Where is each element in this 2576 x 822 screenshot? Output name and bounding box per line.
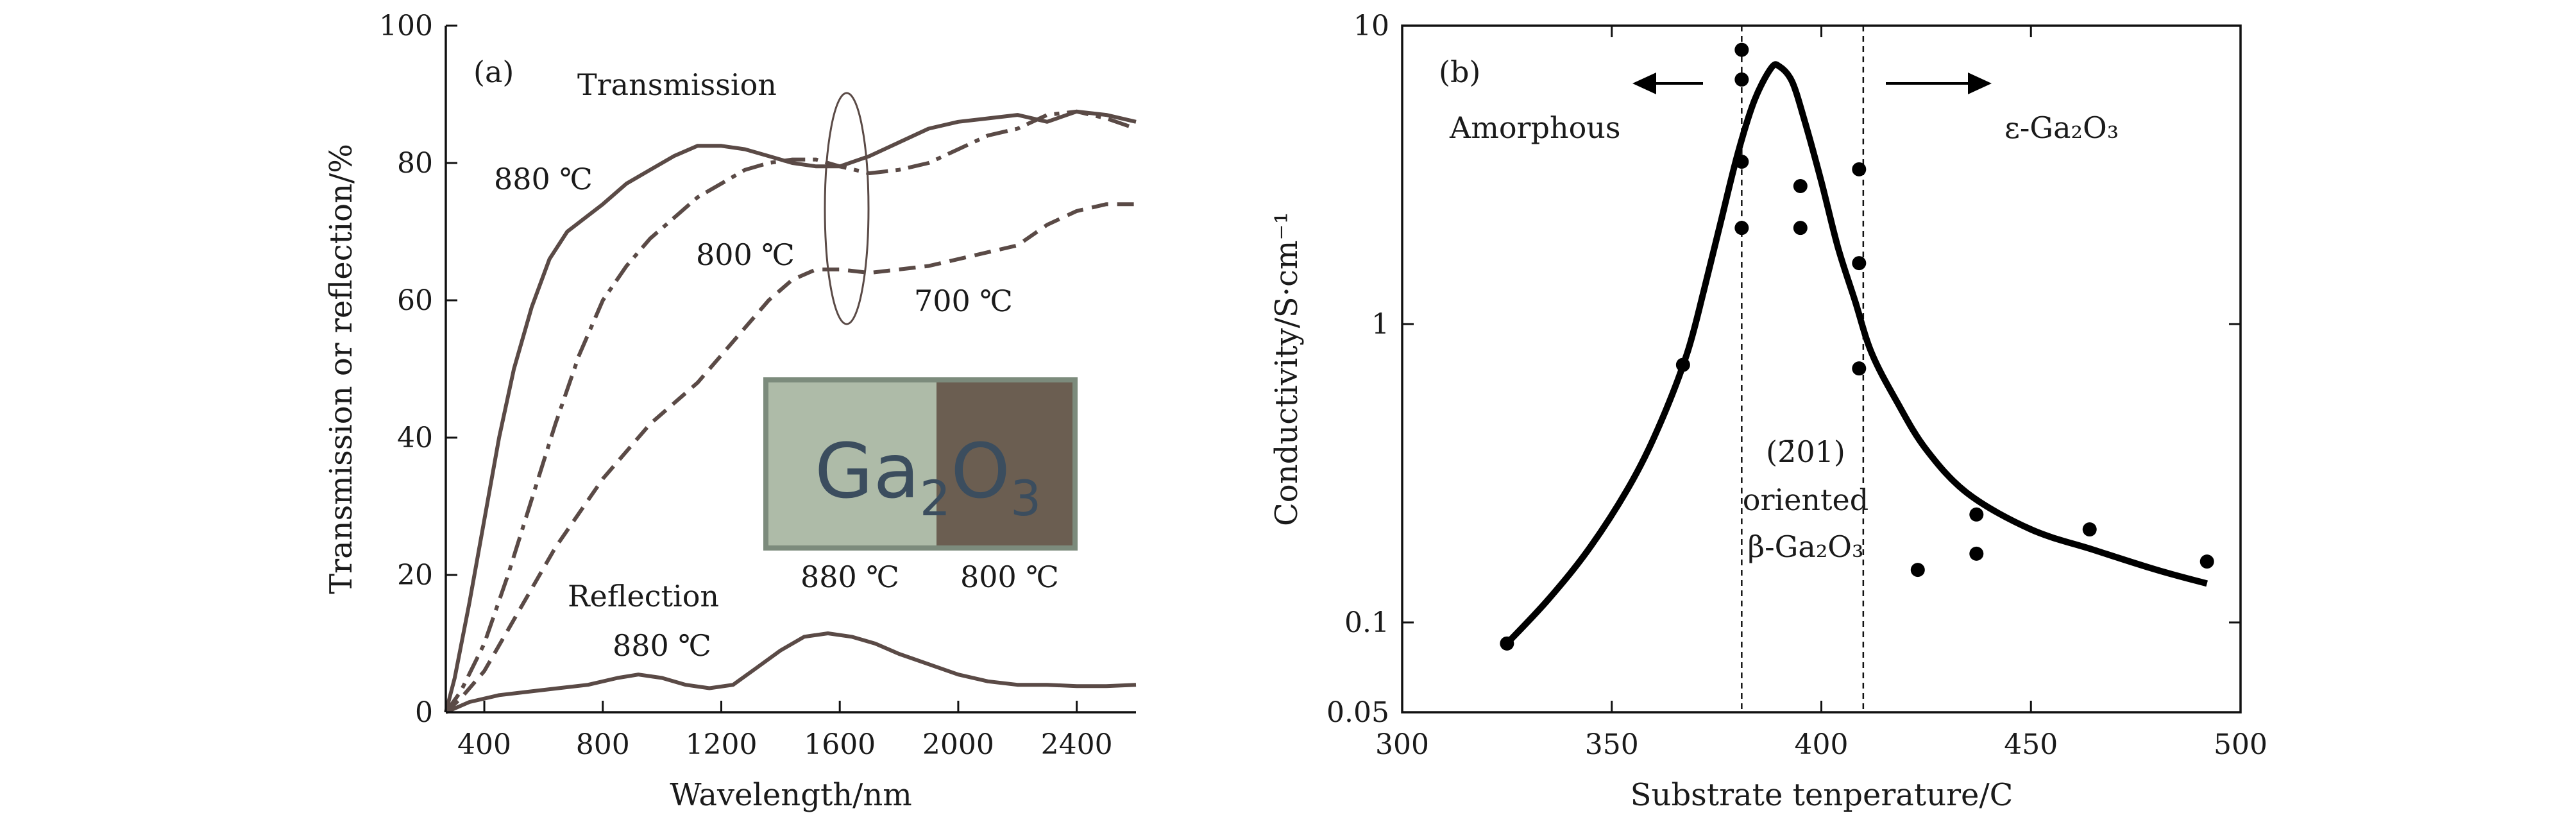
amorphous-label: Amorphous xyxy=(1449,110,1621,145)
panel-b-label: (b) xyxy=(1439,55,1480,89)
panel-a-ytick-label: 0 xyxy=(415,696,433,729)
series-reflection-880-line xyxy=(445,631,1137,714)
inset-sample-left xyxy=(768,382,936,545)
series-transmission-880-line xyxy=(444,109,1137,713)
panel-a-xtick-label: 2000 xyxy=(922,728,994,761)
data-point xyxy=(1969,507,1984,522)
panel-b-ticks: 300 350 400 450 500 0.05 0.1 1 10 xyxy=(1326,10,2267,761)
inset-photo: Ga2O3 xyxy=(763,377,1078,551)
panel-a-label: (a) xyxy=(473,55,514,89)
panel-a-ytick-label: 20 xyxy=(397,559,433,592)
orientation-label: (2̄01) xyxy=(1766,434,1845,469)
inset-text-ga: Ga xyxy=(815,427,920,515)
panel-a-ylabel: Transmission or reflection/% xyxy=(323,144,359,594)
panel-b-ytick-label: 1 xyxy=(1371,308,1389,341)
panel-b-ytick-label: 0.05 xyxy=(1326,696,1389,729)
inset-sample-right xyxy=(936,382,1072,545)
panel-b-points xyxy=(1500,42,2214,651)
panel-a-curves xyxy=(444,109,1137,714)
panel-a-xtick-label: 1600 xyxy=(804,728,876,761)
data-point xyxy=(1734,42,1749,57)
inset-text-sub1: 2 xyxy=(920,470,951,527)
reflection-label: Reflection xyxy=(568,579,719,613)
panel-a: Ga2O3 400 800 1200 1600 2000 2400 0 20 40 60 80 100… xyxy=(323,10,1137,813)
transmission-700-label: 700 ℃ xyxy=(914,284,1013,318)
panel-b-xtick-label: 500 xyxy=(2214,728,2267,761)
panel-b-xlabel: Substrate tenperature/C xyxy=(1631,777,2013,813)
data-point xyxy=(1852,361,1867,376)
panel-a-xtick-label: 800 xyxy=(576,728,630,761)
data-point xyxy=(1734,72,1749,87)
transmission-880-label: 880 ℃ xyxy=(494,162,593,196)
data-point xyxy=(1852,256,1867,271)
data-point xyxy=(1969,546,1984,561)
panel-a-xtick-label: 400 xyxy=(457,728,511,761)
inset-text-o: O xyxy=(951,427,1010,515)
panel-a-xtick-label: 2400 xyxy=(1041,728,1113,761)
panel-a-xlabel: Wavelength/nm xyxy=(670,777,912,813)
panel-a-ytick-label: 60 xyxy=(397,284,433,317)
panel-b-vertical-lines xyxy=(1741,26,1865,712)
panel-b-xtick-label: 450 xyxy=(2004,728,2058,761)
panel-a-xtick-label: 1200 xyxy=(685,728,757,761)
conductivity-fit-curve xyxy=(1504,61,2208,646)
transmission-800-label: 800 ℃ xyxy=(696,237,795,272)
panel-a-ytick-label: 80 xyxy=(397,147,433,180)
epsilon-phase-label: ε-Ga₂O₃ xyxy=(2004,110,2119,145)
data-point xyxy=(1734,221,1749,235)
panel-b-fit xyxy=(1504,61,2208,646)
beta-phase-label: β-Ga₂O₃ xyxy=(1748,529,1864,564)
panel-a-ytick-label: 40 xyxy=(397,422,433,454)
inset-text-sub2: 3 xyxy=(1010,470,1041,527)
panel-b-ytick-label: 0.1 xyxy=(1344,606,1389,639)
data-point xyxy=(2082,522,2097,537)
left-arrow xyxy=(1632,73,1703,94)
data-point xyxy=(1852,162,1867,176)
data-point xyxy=(1910,563,1925,578)
series-transmission-800-line xyxy=(444,109,1137,714)
panel-b-xtick-label: 350 xyxy=(1585,728,1639,761)
panel-a-ticks: 400 800 1200 1600 2000 2400 0 20 40 60 80 100 xyxy=(379,10,1113,761)
inset-label-800: 800 ℃ xyxy=(960,560,1059,594)
transmission-label: Transmission xyxy=(577,67,777,102)
panel-b-xtick-label: 300 xyxy=(1375,728,1429,761)
data-point xyxy=(1734,155,1749,169)
panel-a-ytick-label: 100 xyxy=(379,10,433,42)
data-point xyxy=(2199,554,2214,569)
inset-text: Ga2O3 xyxy=(815,427,1041,527)
transmission-ellipse xyxy=(824,92,870,325)
right-arrow xyxy=(1886,73,1992,94)
data-point xyxy=(1793,221,1808,235)
data-point xyxy=(1793,178,1808,193)
series-transmission-700-line xyxy=(444,202,1136,714)
panel-b-xtick-label: 400 xyxy=(1795,728,1849,761)
reflection-880-label: 880 ℃ xyxy=(613,628,711,663)
inset-label-880: 880 ℃ xyxy=(801,560,899,594)
oriented-label: oriented xyxy=(1743,483,1868,517)
panel-b-ylabel: Conductivity/S·cm⁻¹ xyxy=(1269,212,1305,526)
panel-b-ytick-label: 10 xyxy=(1353,10,1389,42)
data-point xyxy=(1500,636,1514,651)
data-point xyxy=(1675,357,1690,372)
